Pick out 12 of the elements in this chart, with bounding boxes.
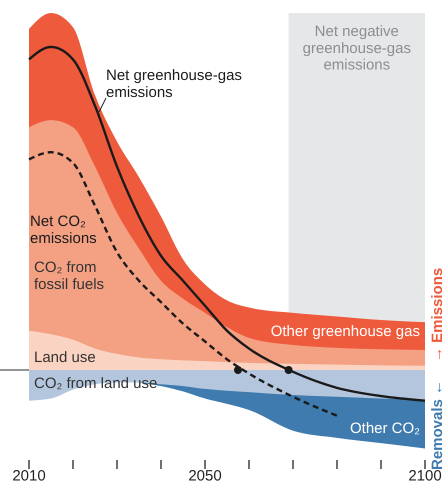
series-label: Other greenhouse gas bbox=[270, 323, 420, 340]
series-label: Net CO₂ emissions bbox=[30, 213, 97, 247]
text: Removals ← bbox=[429, 380, 446, 470]
series-label: CO₂ from fossil fuels bbox=[34, 259, 104, 293]
x-tick-label: 2010 bbox=[12, 468, 46, 485]
band-label: Net negative greenhouse-gas emissions bbox=[302, 23, 412, 74]
series-label: Land use bbox=[34, 349, 96, 366]
series-label: Net greenhouse-gas emissions bbox=[106, 67, 242, 101]
series-label: Other CO₂ bbox=[350, 420, 420, 437]
text: → Emissions bbox=[429, 268, 446, 362]
x-tick-label: 2050 bbox=[188, 468, 222, 485]
x-tick-label: 2100 bbox=[408, 468, 442, 485]
